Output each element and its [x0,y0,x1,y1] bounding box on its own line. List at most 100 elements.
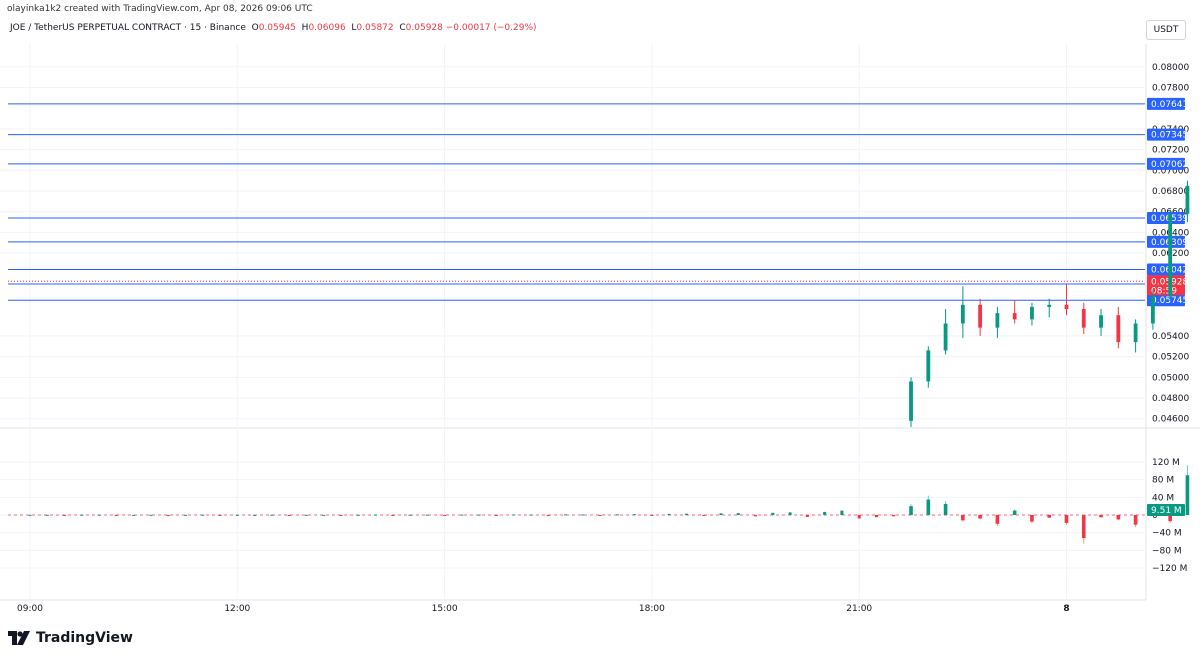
volume-bar[interactable] [840,510,844,515]
volume-bar[interactable] [909,506,913,515]
candle-body[interactable] [1030,306,1034,320]
volume-bar[interactable] [374,514,377,516]
level-price-tag [1147,294,1185,307]
symbol-title[interactable]: JOE / TetherUS PERPETUAL CONTRACT · 15 ·… [10,23,246,33]
candle-body[interactable] [943,323,948,351]
volume-bar[interactable] [270,514,274,516]
volume-bar[interactable] [391,515,395,516]
volume-bar[interactable] [356,514,360,516]
volume-bar[interactable] [995,515,1000,524]
volume-bar[interactable] [304,514,308,516]
volume-bar[interactable] [1185,475,1190,515]
price-axis-label: 0.07800 [1152,83,1189,93]
volume-bar[interactable] [287,515,291,516]
volume-bar[interactable] [823,511,827,515]
volume-axis-label: 120 M [1152,458,1180,468]
volume-bar[interactable] [546,515,550,516]
candle-body[interactable] [960,304,965,324]
candle-body[interactable] [1150,296,1155,324]
volume-bar[interactable] [253,514,257,516]
volume-bar[interactable] [1064,515,1069,523]
time-axis-label: 15:00 [432,604,458,614]
candle-body[interactable] [1012,313,1017,320]
volume-bar[interactable] [1012,510,1017,515]
volume-bar[interactable] [1030,515,1034,522]
candle-body[interactable] [978,304,983,328]
candle-body[interactable] [1047,304,1052,307]
volume-bar[interactable] [1116,515,1121,520]
time-axis-label: 09:00 [17,604,43,614]
volume-bar[interactable] [149,514,153,516]
price-axis-label: 0.07200 [1152,146,1189,156]
volume-bar[interactable] [114,515,118,516]
volume-bar[interactable] [460,514,464,516]
candle-body[interactable] [1168,213,1173,297]
candle-body[interactable] [1099,315,1103,328]
volume-bar[interactable] [28,514,32,516]
candle-body[interactable] [909,381,913,421]
volume-bar[interactable] [892,515,896,517]
volume-bar[interactable] [702,515,706,516]
volume-bar[interactable] [736,513,740,515]
volume-bar[interactable] [494,515,498,516]
volume-bar[interactable] [339,515,343,516]
volume-bar[interactable] [926,499,931,515]
volume-bar[interactable] [961,515,965,521]
level-price-tag [1147,97,1185,110]
currency-selector[interactable]: USDT [1146,20,1186,40]
candle-body[interactable] [1185,185,1190,214]
volume-bar[interactable] [529,514,533,516]
volume-axis-label: −120 M [1152,564,1187,574]
volume-bar[interactable] [581,514,585,516]
volume-bar[interactable] [45,514,49,516]
price-axis-label: 0.05400 [1152,332,1189,342]
creator-note: olayinka1k2 created with TradingView.com… [7,4,313,14]
volume-bar[interactable] [201,514,205,516]
volume-bar[interactable] [943,503,948,515]
volume-bar[interactable] [978,515,982,519]
volume-bar[interactable] [63,515,67,516]
volume-bar[interactable] [166,515,170,516]
price-axis-label: 0.04800 [1152,394,1189,404]
volume-bar[interactable] [667,513,671,515]
volume-bar[interactable] [650,515,654,516]
volume-bar[interactable] [684,513,688,515]
volume-bar[interactable] [1081,515,1086,538]
volume-bar[interactable] [408,514,412,516]
volume-bar[interactable] [633,514,637,516]
volume-bar[interactable] [132,514,136,516]
volume-bar[interactable] [1133,515,1138,525]
volume-bar[interactable] [874,515,878,518]
volume-bar[interactable] [598,515,602,516]
volume-bar[interactable] [788,512,792,515]
volume-bar[interactable] [754,515,758,517]
volume-bar[interactable] [97,514,101,516]
volume-bar[interactable] [771,512,775,515]
candle-body[interactable] [926,350,931,382]
volume-bar[interactable] [719,513,723,515]
volume-bar[interactable] [235,514,239,516]
volume-bar[interactable] [322,514,326,516]
candle-body[interactable] [1116,315,1121,343]
volume-bar[interactable] [1168,515,1172,522]
volume-bar[interactable] [564,514,568,516]
volume-bar[interactable] [218,515,222,516]
volume-bar[interactable] [615,514,619,516]
candle-body[interactable] [1133,323,1138,343]
candle-body[interactable] [1081,308,1086,328]
volume-bar[interactable] [1047,515,1052,518]
volume-bar[interactable] [425,514,429,516]
volume-bar[interactable] [443,515,447,516]
volume-bar[interactable] [477,514,481,516]
ohlc-open: O0.05945 [248,23,296,33]
candle-body[interactable] [1064,304,1069,309]
volume-bar[interactable] [80,514,84,516]
volume-bar[interactable] [1099,515,1103,518]
volume-bar[interactable] [805,515,809,517]
volume-bar[interactable] [512,514,516,516]
volume-bar[interactable] [183,514,187,516]
tradingview-logo[interactable]: TradingView [8,628,133,648]
candle-body[interactable] [995,313,1000,328]
volume-bar[interactable] [857,515,861,519]
